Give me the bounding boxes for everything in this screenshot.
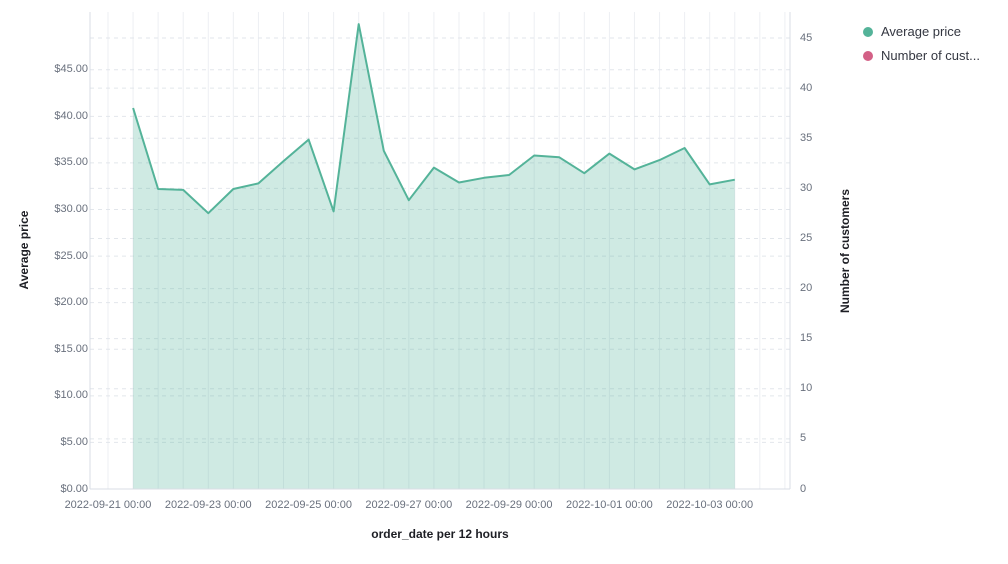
legend: Average price Number of cust... <box>863 24 1005 63</box>
left-axis-tick-label: $25.00 <box>54 249 88 262</box>
right-axis-tick-label: 30 <box>800 181 813 194</box>
left-axis-tick-label: $40.00 <box>54 109 88 122</box>
x-axis-tick-label: 2022-09-27 00:00 <box>365 499 453 511</box>
right-axis-tick-label: 0 <box>800 482 807 495</box>
x-axis-tick-label: 2022-10-01 00:00 <box>565 499 653 511</box>
right-axis-tick-label: 35 <box>800 131 813 144</box>
right-axis-tick-label: 15 <box>800 332 813 345</box>
right-axis-tick-label: 20 <box>800 282 813 295</box>
x-axis-tick-label: 2022-10-03 00:00 <box>666 499 754 511</box>
average-price-area-fill[interactable] <box>133 24 735 489</box>
x-axis-tick-label: 2022-09-21 00:00 <box>64 499 152 511</box>
right-axis-tick-label: 10 <box>800 382 813 395</box>
left-axis-tick-label: $0.00 <box>60 482 88 495</box>
x-axis-title: order_date per 12 hours <box>371 527 509 541</box>
left-axis-tick-label: $10.00 <box>54 389 88 402</box>
legend-item-number-of-customers[interactable]: Number of cust... <box>863 48 1005 63</box>
x-axis-tick-label: 2022-09-29 00:00 <box>465 499 553 511</box>
right-axis-tick-label: 40 <box>800 81 813 94</box>
left-axis-tick-label: $20.00 <box>54 296 88 309</box>
left-axis-tick-label: $35.00 <box>54 156 88 169</box>
x-axis-tick-label: 2022-09-23 00:00 <box>164 499 252 511</box>
left-axis-tick-label: $5.00 <box>60 435 88 448</box>
legend-label: Number of cust... <box>881 48 980 63</box>
right-axis-tick-label: 25 <box>800 231 813 244</box>
average-price-series-dot-icon <box>863 26 873 37</box>
average-price-line[interactable] <box>132 23 735 215</box>
right-axis-tick-label: 45 <box>800 31 813 44</box>
x-axis-tick-label: 2022-09-25 00:00 <box>265 499 352 511</box>
left-axis-title: Average price <box>17 210 31 290</box>
left-axis-tick-label: $45.00 <box>54 63 88 76</box>
right-axis-title: Number of customers <box>838 188 852 314</box>
left-axis-tick-label: $15.00 <box>54 342 88 355</box>
legend-label: Average price <box>881 24 961 39</box>
left-axis-tick-label: $30.00 <box>54 203 88 215</box>
right-axis-tick-label: 5 <box>800 432 807 445</box>
legend-item-average-price[interactable]: Average price <box>863 24 1005 39</box>
number-of-customers-series-dot-icon <box>863 50 873 61</box>
